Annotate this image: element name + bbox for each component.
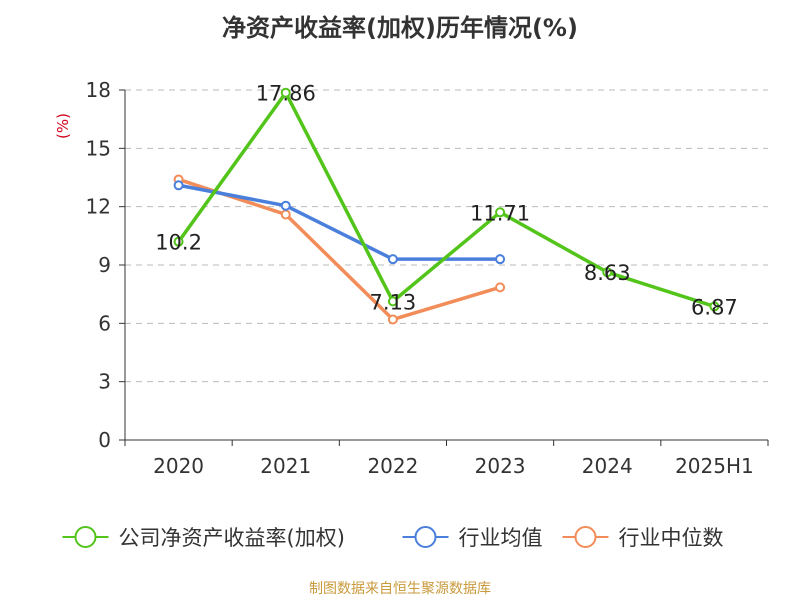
data-label: 17.86 — [256, 82, 316, 106]
grid-lines — [125, 89, 768, 383]
series-line — [178, 183, 501, 261]
data-point — [495, 207, 506, 218]
y-tick-label: 3 — [98, 370, 111, 394]
data-point — [495, 282, 506, 293]
legend-item-3[interactable]: 行业中位数 — [562, 526, 724, 550]
x-tick-label: 2024 — [582, 454, 633, 478]
legend-marker — [574, 526, 597, 548]
y-tick-label: 12 — [86, 195, 111, 219]
y-tick-label: 0 — [98, 428, 111, 452]
y-tick-label: 9 — [98, 253, 111, 277]
data-point — [495, 254, 506, 265]
data-point — [280, 209, 291, 220]
y-tick-label: 15 — [86, 136, 111, 160]
x-tick-label: 2025H1 — [675, 454, 754, 478]
legend-label: 行业中位数 — [619, 526, 724, 550]
data-point — [709, 301, 720, 312]
data-point — [602, 267, 613, 278]
y-axis-unit-label: (%) — [54, 113, 72, 139]
source-note: 制图数据来自恒生聚源数据库 — [309, 581, 491, 597]
y-tick-label: 6 — [98, 311, 111, 335]
x-tick-label: 2020 — [153, 454, 204, 478]
x-tick-label: 2022 — [367, 454, 418, 478]
data-label: 10.2 — [155, 231, 202, 255]
data-point — [387, 314, 398, 325]
legend-item-2[interactable]: 行业均值 — [402, 526, 543, 550]
data-label: 8.63 — [584, 261, 631, 285]
series-line — [177, 90, 715, 309]
data-point — [280, 200, 291, 211]
x-tick-label: 2023 — [475, 454, 526, 478]
legend-marker — [74, 526, 97, 548]
legend-label: 公司净资产收益率(加权) — [119, 526, 345, 550]
y-tick-label: 18 — [86, 78, 111, 102]
data-labels: 10.2 17.86 7.13 11.71 8.63 6.87 — [155, 82, 738, 320]
data-point — [280, 87, 291, 98]
data-point — [173, 180, 184, 191]
chart-title: 净资产收益率(加权)历年情况(%) — [222, 14, 578, 42]
data-point — [387, 254, 398, 265]
x-tick-label: 2021 — [260, 454, 311, 478]
data-label: 6.87 — [691, 295, 738, 319]
series-1 — [173, 87, 720, 312]
data-label: 11.71 — [470, 201, 530, 225]
data-point — [173, 236, 184, 247]
legend-marker — [414, 526, 437, 548]
axes: 0 3 6 9 12 15 18 2020 2021 2022 2023 2024 2025H1 — [86, 78, 769, 478]
data-point — [387, 296, 398, 307]
data-label: 7.13 — [370, 290, 417, 314]
series-2 — [173, 180, 506, 265]
legend[interactable]: 公司净资产收益率(加权) 行业均值 行业中位数 — [62, 526, 724, 550]
legend-label: 行业均值 — [459, 526, 543, 550]
series-lines — [173, 87, 720, 325]
legend-item-1[interactable]: 公司净资产收益率(加权) — [62, 526, 345, 550]
